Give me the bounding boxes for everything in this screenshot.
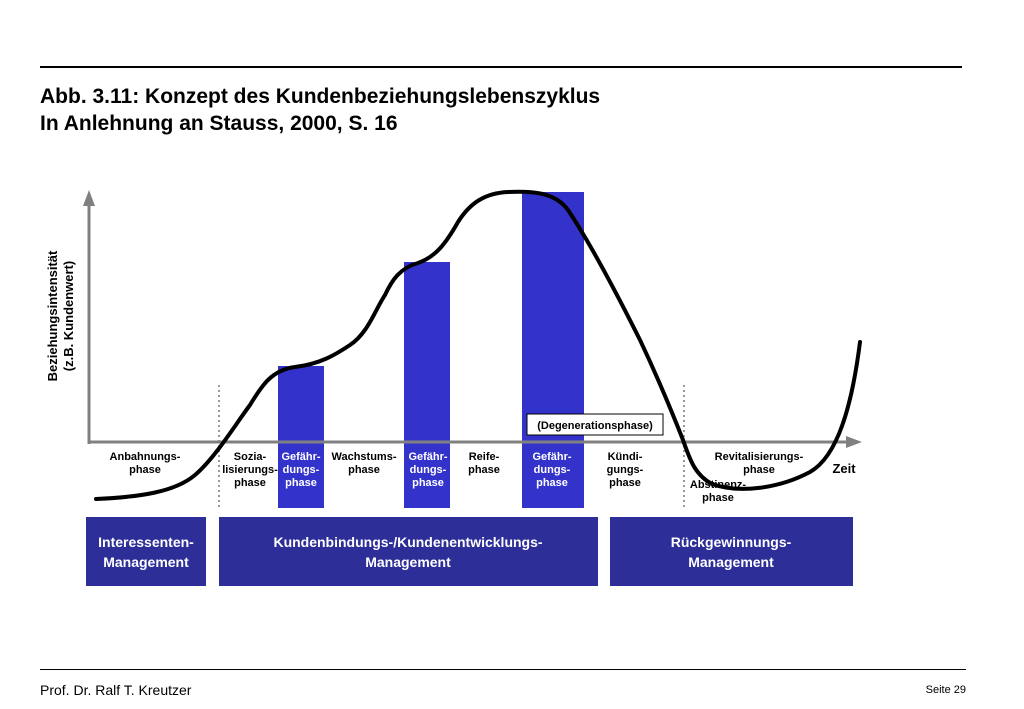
phase-label-line: dungs- [534,464,571,476]
phase-label-line: gungs- [607,464,644,476]
phase-gefaehrdung-1: Gefähr- dungs- phase [281,451,320,489]
phase-reife: Reife- phase [468,451,500,476]
phase-label-line: dungs- [410,464,447,476]
phase-label-line: Gefähr- [408,451,447,463]
phase-label-line: Anbahnungs- [110,451,181,463]
phase-kuendigung: Kündi- gungs- phase [607,451,644,489]
lifecycle-curve [94,189,862,501]
phase-label-line: Kündi- [608,451,643,463]
y-axis-arrow [83,190,95,206]
phase-abstinenz: Abstinenz- phase [690,479,747,504]
x-axis-label: Zeit [832,461,856,476]
box-label-line: Management [365,554,451,570]
top-rule [40,66,962,68]
x-axis-arrow [846,436,862,448]
phase-anbahnung: Anbahnungs- phase [110,451,181,476]
phase-label-line: Sozia- [234,451,267,463]
page-title: Abb. 3.11: Konzept des Kundenbeziehungsl… [40,83,600,137]
box-interessenten-management: Interessenten- Management [86,517,206,586]
risk-bar-2 [404,262,450,508]
box-kundenbindung-management: Kundenbindungs-/Kundenentwicklungs- Mana… [219,517,598,586]
phase-label-line: dungs- [283,464,320,476]
box-label-line: Management [688,554,774,570]
phase-label-line: lisierungs- [222,464,278,476]
box-label-line: Rückgewinnungs- [671,534,792,550]
title-line-2: In Anlehnung an Stauss, 2000, S. 16 [40,112,398,135]
footer-author: Prof. Dr. Ralf T. Kreutzer [40,682,192,698]
risk-bar-1 [278,366,324,508]
phase-label-line: phase [609,477,641,489]
bottom-rule [40,669,966,670]
degeneration-label: (Degenerationsphase) [537,420,653,432]
box-label-line: Interessenten- [98,534,194,550]
phase-label-line: Revitalisierungs- [715,451,804,463]
phase-label-line: phase [234,477,266,489]
phase-label-line: phase [285,477,317,489]
phase-label-line: Gefähr- [532,451,571,463]
y-axis-label-1: Beziehungsintensität [45,250,60,381]
degeneration-box [526,413,664,436]
y-axis-label-2: (z.B. Kundenwert) [61,261,76,372]
phase-sozialisierung: Sozia- lisierungs- phase [222,451,278,489]
phase-label-line: phase [348,464,380,476]
phase-gefaehrdung-2: Gefähr- dungs- phase [408,451,447,489]
footer-page-number: Seite 29 [925,684,966,696]
title-line-1: Abb. 3.11: Konzept des Kundenbeziehungsl… [40,85,601,108]
phase-label-line: phase [412,477,444,489]
phase-label-line: Gefähr- [281,451,320,463]
phase-label-line: Wachstums- [332,451,397,463]
box-label-line: Management [103,554,189,570]
phase-label-line: phase [468,464,500,476]
box-rueckgewinnung-management: Rückgewinnungs- Management [610,517,853,586]
phase-label-line: phase [129,464,161,476]
phase-label-line: Reife- [469,451,500,463]
phase-label-line: phase [702,492,734,504]
phase-gefaehrdung-3: Gefähr- dungs- phase [532,451,571,489]
phase-wachstum: Wachstums- phase [332,451,397,476]
box-label-line: Kundenbindungs-/Kundenentwicklungs- [273,534,542,550]
phase-label-line: phase [536,477,568,489]
phase-label-line: phase [743,464,775,476]
phase-label-line: Abstinenz- [690,479,747,491]
risk-bar-3 [522,192,584,508]
phase-revitalisierung: Revitalisierungs- phase [715,451,804,476]
